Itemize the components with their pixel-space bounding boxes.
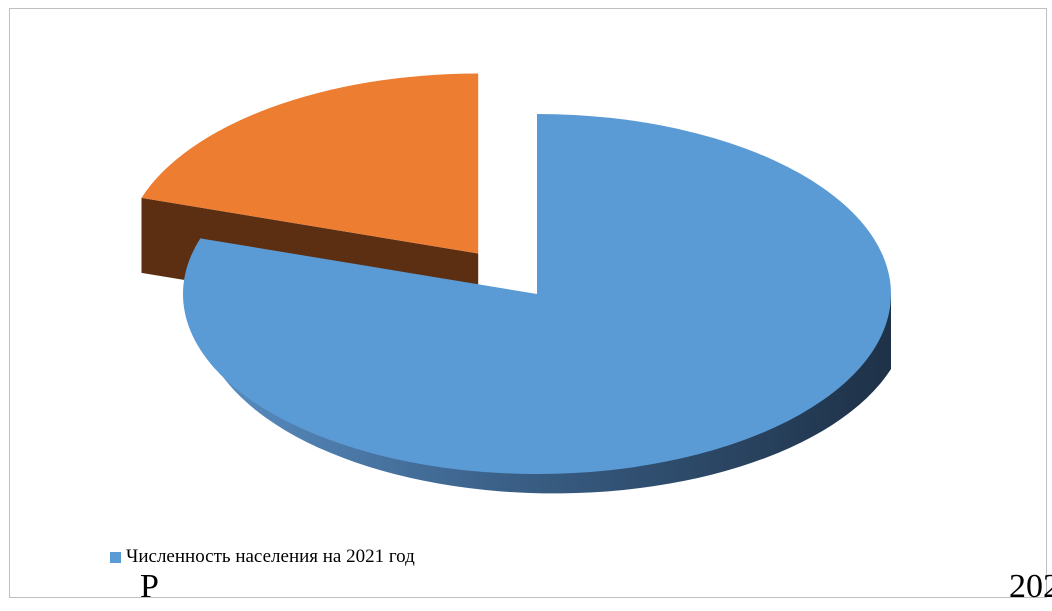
pie-chart: [141, 73, 891, 494]
slice-top: [141, 73, 479, 254]
legend: Численность населения на 2021 год: [110, 546, 415, 568]
slice-top: [182, 114, 891, 475]
legend-swatch: [110, 551, 121, 563]
chart-frame: Численность населения на 2021 год: [9, 8, 1047, 598]
pie-slice-1: [182, 114, 891, 494]
figure-caption: Р 202: [0, 570, 1052, 611]
legend-label: Численность населения на 2021 год: [126, 546, 415, 567]
caption-start: Р: [140, 570, 159, 605]
caption-end: 202: [1009, 570, 1052, 605]
